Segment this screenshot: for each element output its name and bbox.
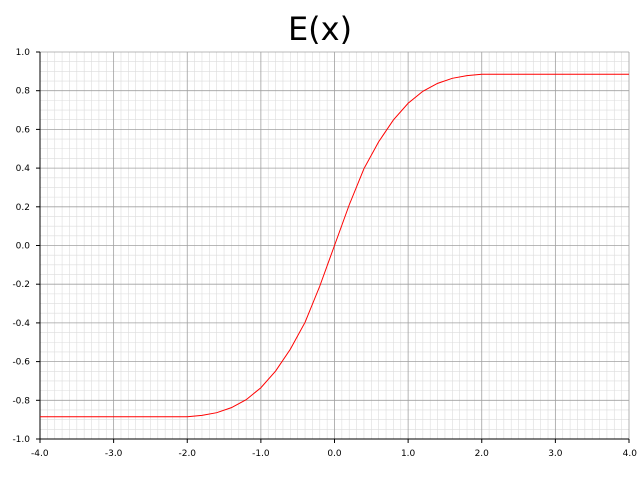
y-tick-labels: 1.0 0.8 0.6 0.4 0.2 0.0 -0.2 -0.4 -0.6 -0.8 -1.0 [12, 48, 30, 445]
y-tick-label: -0.6 [12, 358, 30, 368]
y-tick-label: -0.4 [12, 319, 30, 329]
y-tick-label: -1.0 [12, 435, 30, 445]
x-tick-label: -2.0 [178, 449, 196, 459]
x-tick-label: -3.0 [105, 449, 123, 459]
y-tick-label: 1.0 [16, 48, 31, 58]
x-tick-label: -4.0 [31, 449, 49, 459]
y-tick-label: 0.8 [16, 87, 31, 97]
x-tick-label: 0.0 [327, 449, 342, 459]
y-tick-label: -0.2 [12, 280, 30, 290]
x-tick-label: 4.0 [623, 449, 638, 459]
y-tick-label: 0.4 [16, 164, 31, 174]
x-tick-label: 3.0 [548, 449, 563, 459]
series-line [40, 73, 629, 418]
chart-title: E(x) [288, 10, 352, 48]
axes [36, 51, 630, 443]
x-tick-labels: -4.0 -3.0 -2.0 -1.0 0.0 1.0 2.0 3.0 4.0 [31, 449, 637, 459]
y-tick-label: -0.8 [12, 396, 30, 406]
x-tick-label: 1.0 [401, 449, 416, 459]
y-tick-label: 0.6 [16, 125, 31, 135]
series-group [40, 73, 629, 418]
y-tick-label: 0.2 [16, 203, 30, 213]
x-tick-label: -1.0 [252, 449, 270, 459]
y-tick-label: 0.0 [16, 242, 31, 252]
x-tick-label: 2.0 [475, 449, 490, 459]
